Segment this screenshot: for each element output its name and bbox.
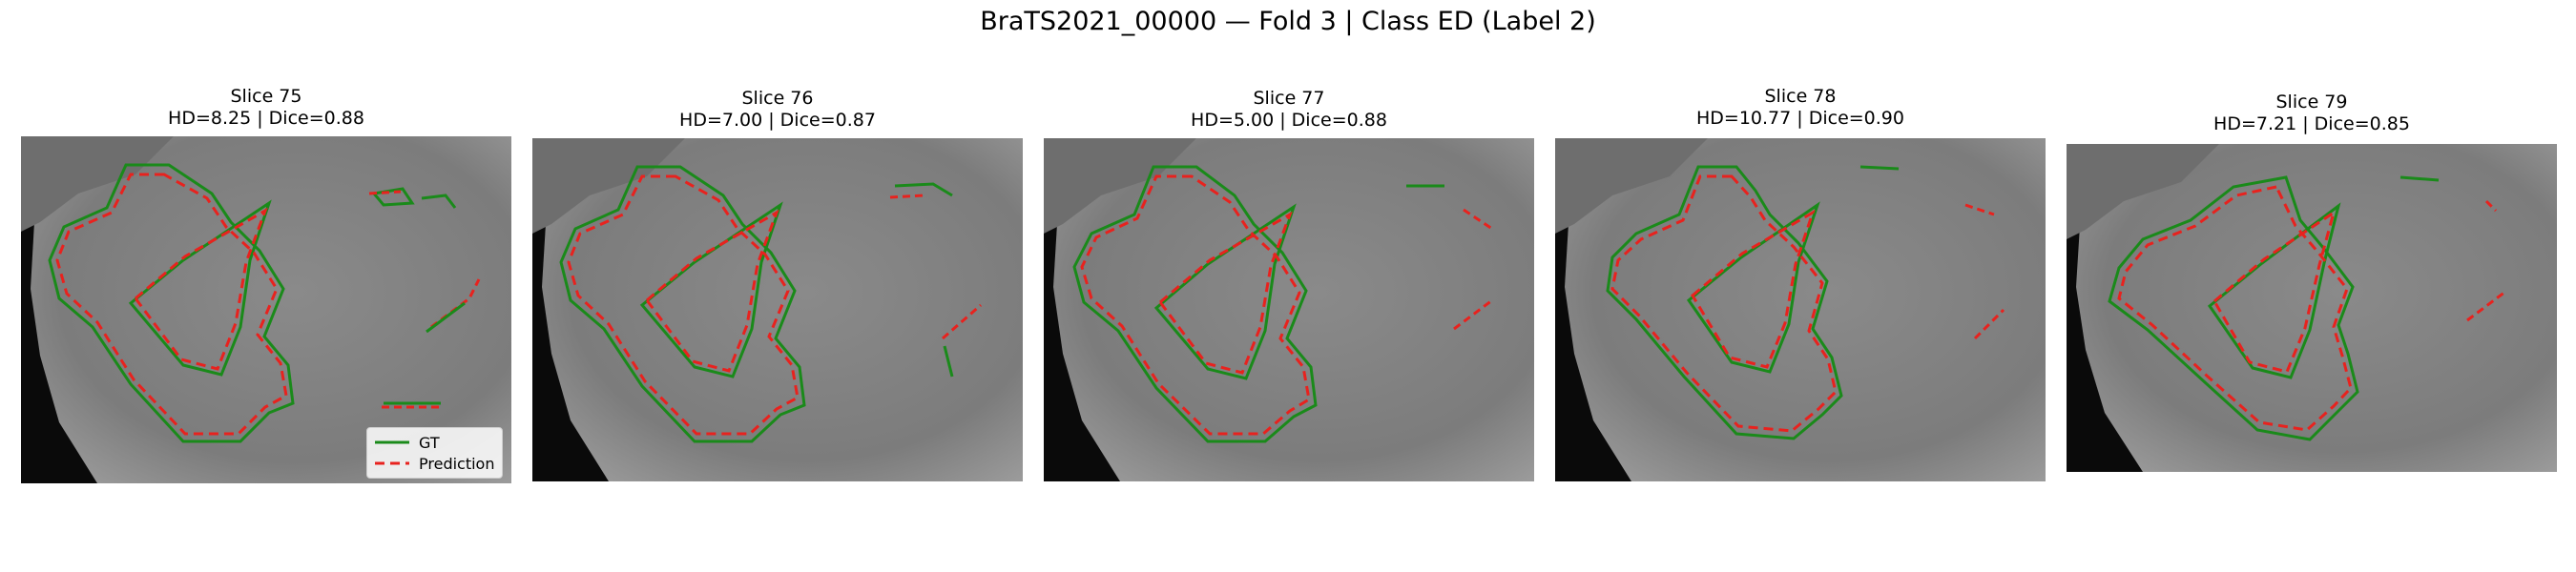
legend-prediction-label: Prediction (419, 454, 495, 473)
figure-title: BraTS2021_00000 — Fold 3 | Class ED (Lab… (980, 7, 1596, 36)
mri-slice-image (2067, 144, 2557, 472)
slice-label: Slice 78 (1764, 86, 1837, 107)
prediction-line-icon (375, 461, 409, 465)
panel-title: Slice 78 HD=10.77 | Dice=0.90 (1555, 86, 2046, 130)
prediction-contour (55, 173, 288, 436)
metrics-label: HD=8.25 | Dice=0.88 (168, 108, 364, 129)
slice-label: Slice 76 (741, 88, 814, 109)
mri-slice-image (532, 138, 1023, 481)
gt-line-icon (375, 440, 409, 444)
panel-slice-76: Slice 76 HD=7.00 | Dice=0.87 (532, 86, 1023, 486)
panel-title: Slice 76 HD=7.00 | Dice=0.87 (532, 88, 1023, 132)
panel-slice-77: Slice 77 HD=5.00 | Dice=0.88 (1044, 86, 1534, 486)
panel-title: Slice 77 HD=5.00 | Dice=0.88 (1044, 88, 1534, 132)
legend: GT Prediction (366, 427, 504, 479)
panel-title: Slice 79 HD=7.21 | Dice=0.85 (2067, 92, 2557, 135)
metrics-label: HD=7.21 | Dice=0.85 (2213, 113, 2410, 134)
prediction-contour (1080, 174, 1311, 436)
prediction-contour (2117, 185, 2353, 432)
mri-slice-image (1555, 138, 2046, 481)
prediction-contour (1610, 174, 1838, 433)
prediction-contour (567, 174, 800, 436)
slice-label: Slice 75 (230, 86, 302, 107)
slice-label: Slice 77 (1253, 88, 1325, 109)
panel-title: Slice 75 HD=8.25 | Dice=0.88 (21, 86, 511, 130)
legend-gt-label: GT (419, 433, 440, 452)
gt-contour (1606, 165, 1843, 440)
panel-slice-75: Slice 75 HD=8.25 | Dice=0.88 (21, 84, 511, 484)
legend-item-gt: GT (375, 432, 494, 453)
metrics-label: HD=7.00 | Dice=0.87 (679, 110, 876, 131)
legend-item-prediction: Prediction (375, 453, 494, 474)
mri-slice-image (1044, 138, 1534, 481)
panel-slice-79: Slice 79 HD=7.21 | Dice=0.85 (2067, 90, 2557, 490)
metrics-label: HD=5.00 | Dice=0.88 (1191, 110, 1387, 131)
metrics-label: HD=10.77 | Dice=0.90 (1696, 108, 1904, 129)
slice-label: Slice 79 (2275, 92, 2348, 112)
mri-slice-image (21, 136, 511, 483)
panel-slice-78: Slice 78 HD=10.77 | Dice=0.90 (1555, 84, 2046, 484)
